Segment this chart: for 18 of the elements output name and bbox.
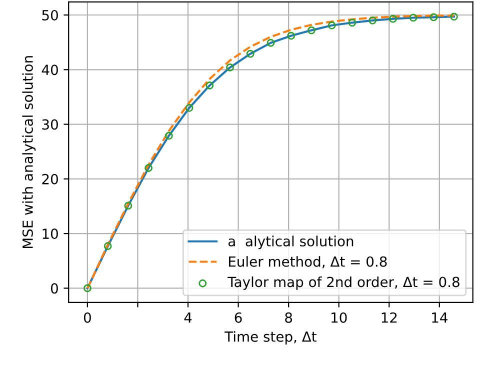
x-tick-label: 10 xyxy=(332,312,347,323)
x-tick-label: 4 xyxy=(184,312,192,323)
legend-label: Taylor map of 2nd order, Δt = 0.8 xyxy=(228,276,460,290)
x-tick-label: 6 xyxy=(234,312,242,323)
x-tick-label: 0 xyxy=(84,312,91,323)
x-tick-label: 12 xyxy=(382,312,397,323)
y-tick-label: 20 xyxy=(42,174,58,184)
y-tick-label: 50 xyxy=(42,10,58,20)
x-axis-title: Time step, Δt xyxy=(224,331,317,345)
y-tick-label: 40 xyxy=(42,64,58,76)
x-tick-label: 14 xyxy=(432,312,448,323)
legend-label: Euler method, Δt = 0.8 xyxy=(229,256,387,268)
y-axis-title: MSE with analytical solution xyxy=(22,56,36,248)
legend-label: a alytical solution xyxy=(228,236,354,250)
x-tick-label: 8 xyxy=(285,312,292,323)
y-tick-label: 30 xyxy=(42,119,58,130)
y-tick-label: 10 xyxy=(42,228,58,240)
y-tick-label: 0 xyxy=(50,283,58,294)
